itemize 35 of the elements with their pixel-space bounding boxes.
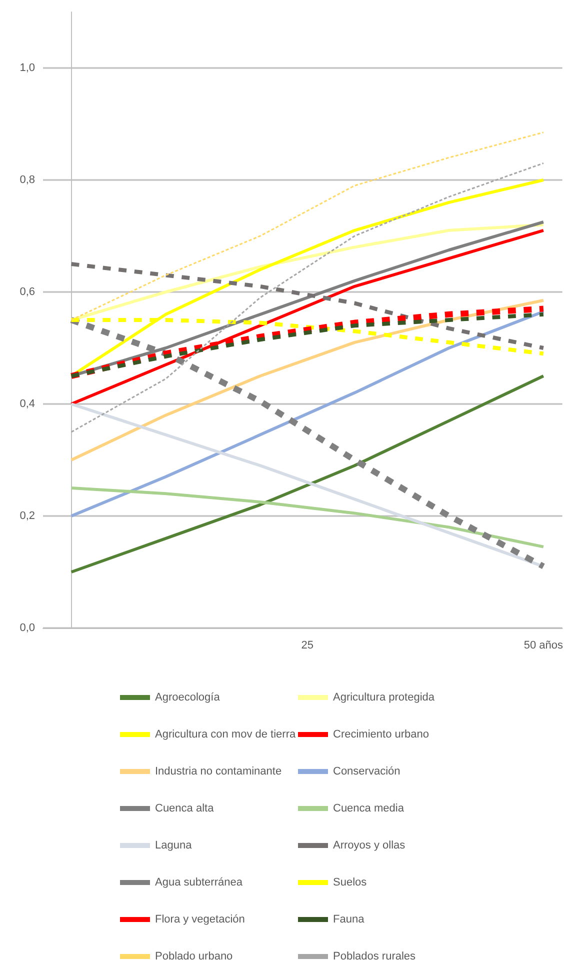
line-series — [70, 374, 545, 574]
legend-label: Agricultura protegida — [333, 692, 436, 704]
line-series — [70, 402, 545, 568]
legend-label: Agroecología — [155, 692, 221, 704]
x-tick-label: 25 — [301, 640, 314, 652]
legend-label: Crecimiento urbano — [333, 728, 429, 740]
legend-label: Industria no contaminante — [155, 766, 282, 778]
line-series — [70, 162, 544, 433]
line-series — [70, 310, 545, 518]
legend-label: Laguna — [155, 840, 193, 852]
legend-label: Poblado urbano — [155, 950, 233, 962]
y-tick-label: 0,6 — [20, 286, 35, 298]
y-tick-label: 0,0 — [20, 622, 35, 634]
line-series — [70, 223, 545, 322]
y-tick-label: 0,2 — [20, 510, 35, 522]
line-series — [70, 228, 545, 406]
legend-label: Agua subterránea — [155, 876, 244, 888]
y-tick-label: 0,8 — [20, 174, 35, 186]
legend-label: Flora y vegetación — [155, 914, 245, 926]
y-tick-label: 0,4 — [20, 398, 35, 410]
line-series — [70, 132, 544, 321]
legend-label: Agricultura con mov de tierra — [155, 728, 296, 740]
legend-label: Suelos — [333, 876, 368, 888]
y-tick-label: 1,0 — [20, 62, 35, 74]
line-series — [70, 486, 545, 548]
legend-label: Poblados rurales — [333, 950, 416, 962]
line-series — [69, 262, 546, 350]
legend-label: Cuenca alta — [155, 802, 215, 814]
line-series — [70, 298, 545, 462]
legend-label: Arroyos y ollas — [333, 840, 406, 852]
legend-label: Conservación — [333, 766, 400, 778]
legend-label: Cuenca media — [333, 802, 405, 814]
line-series — [70, 178, 545, 378]
x-tick-label: 50 años — [524, 640, 564, 652]
legend-label: Fauna — [333, 914, 366, 926]
